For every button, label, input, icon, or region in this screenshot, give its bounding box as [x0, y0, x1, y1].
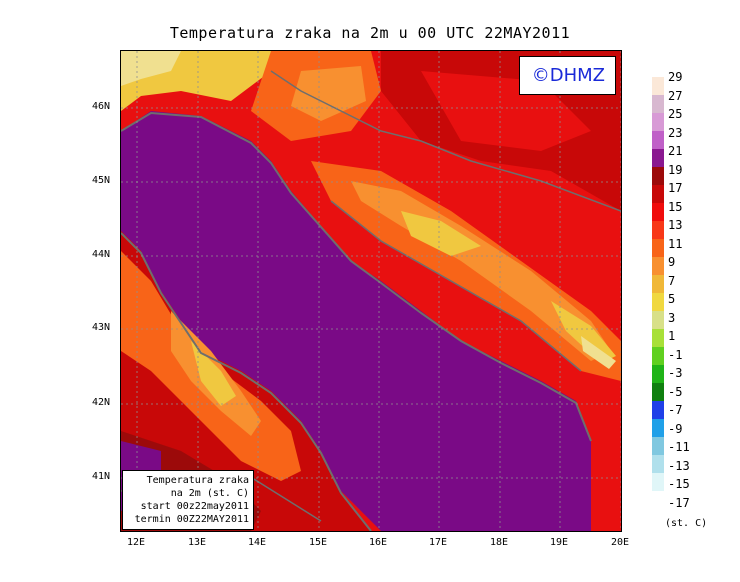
lon-label: 17E [428, 537, 448, 548]
color-scale-bar [652, 77, 664, 491]
info-box: Temperatura zraka na 2m (st. C) start 00… [122, 470, 254, 530]
map-canvas [121, 51, 621, 531]
color-swatch [652, 239, 664, 257]
color-swatch [652, 131, 664, 149]
color-scale-label: 23 [668, 125, 683, 140]
color-scale-label: -7 [668, 403, 683, 417]
color-scale-label: -9 [668, 421, 683, 436]
lon-label: 18E [489, 537, 509, 548]
color-scale-label: -15 [668, 477, 690, 491]
alps-pale-zone [121, 51, 181, 86]
lat-label: 41N [92, 471, 111, 482]
color-swatch [652, 149, 664, 167]
lon-label: 14E [247, 537, 267, 548]
color-scale-label: 1 [668, 329, 676, 343]
color-swatch [652, 311, 664, 329]
color-scale-label: 21 [668, 144, 683, 158]
map-title: Temperatura zraka na 2m u 00 UTC 22MAY20… [169, 24, 571, 42]
unit-label: (st. C) [665, 518, 708, 529]
dinaric-yellow-2 [551, 301, 616, 363]
info-line-3: start 00z22may2011 [140, 501, 249, 512]
info-line-2: na 2m (st. C) [170, 488, 249, 499]
color-swatch [652, 113, 664, 131]
color-scale-label: 15 [668, 199, 683, 214]
lat-label: 44N [92, 249, 111, 260]
color-swatch [652, 419, 664, 437]
info-line-4: termin 00Z22MAY2011 [134, 514, 249, 525]
croatian-coastline [121, 111, 592, 442]
color-scale-label: 17 [668, 181, 683, 195]
color-swatch [652, 437, 664, 455]
lon-label: 15E [308, 537, 328, 548]
color-swatch [652, 365, 664, 383]
color-swatch [652, 383, 664, 401]
lon-label: 16E [368, 537, 388, 548]
italy-yellow [191, 341, 236, 406]
lat-label: 46N [92, 101, 111, 112]
color-scale-label: 27 [668, 88, 683, 103]
lat-label: 43N [92, 322, 111, 333]
lon-label: 12E [126, 537, 146, 548]
color-scale-label: 19 [668, 162, 683, 177]
lat-label: 42N [92, 397, 111, 408]
color-scale-label: 9 [668, 255, 676, 269]
color-scale-label: -3 [668, 366, 683, 380]
color-scale-label: -11 [668, 440, 690, 454]
color-scale-label: 25 [668, 107, 683, 121]
color-swatch [652, 347, 664, 365]
info-line-1: Temperatura zraka [146, 475, 249, 486]
color-scale-label: -5 [668, 384, 683, 399]
border-line-1 [270, 70, 621, 212]
color-swatch [652, 329, 664, 347]
dhmz-logo: ©DHMZ [518, 56, 616, 95]
italian-coastline [121, 232, 372, 531]
color-swatch [652, 221, 664, 239]
lon-label: 19E [549, 537, 569, 548]
color-swatch [652, 185, 664, 203]
dinaric-yellow-1 [401, 211, 481, 256]
color-swatch [652, 275, 664, 293]
color-scale-label: -17 [668, 495, 690, 510]
color-scale-label: 11 [668, 236, 683, 251]
color-scale-label: 13 [668, 218, 683, 232]
montenegro-pale [581, 336, 616, 369]
color-swatch [652, 455, 664, 473]
lat-lon-grid [121, 51, 621, 531]
color-scale-label: -1 [668, 347, 683, 362]
color-swatch [652, 203, 664, 221]
lat-label: 45N [92, 175, 111, 186]
color-scale-label: -13 [668, 458, 690, 473]
color-scale-label: 3 [668, 310, 676, 325]
color-swatch [652, 167, 664, 185]
color-swatch [652, 77, 664, 95]
color-swatch [652, 257, 664, 275]
color-scale-label: 5 [668, 292, 676, 306]
color-swatch [652, 95, 664, 113]
lon-label: 13E [187, 537, 207, 548]
temperature-map: ©DHMZ Temperatura zraka na 2m (st. C) st… [120, 50, 622, 532]
adriatic-sea [121, 111, 591, 531]
lon-label: 20E [610, 537, 630, 548]
color-swatch [652, 293, 664, 311]
alps-light-orange [291, 66, 366, 121]
color-swatch [652, 401, 664, 419]
color-scale-label: 29 [668, 70, 683, 84]
border-line-2 [330, 200, 582, 372]
color-swatch [652, 473, 664, 491]
color-scale-label: 7 [668, 273, 676, 288]
